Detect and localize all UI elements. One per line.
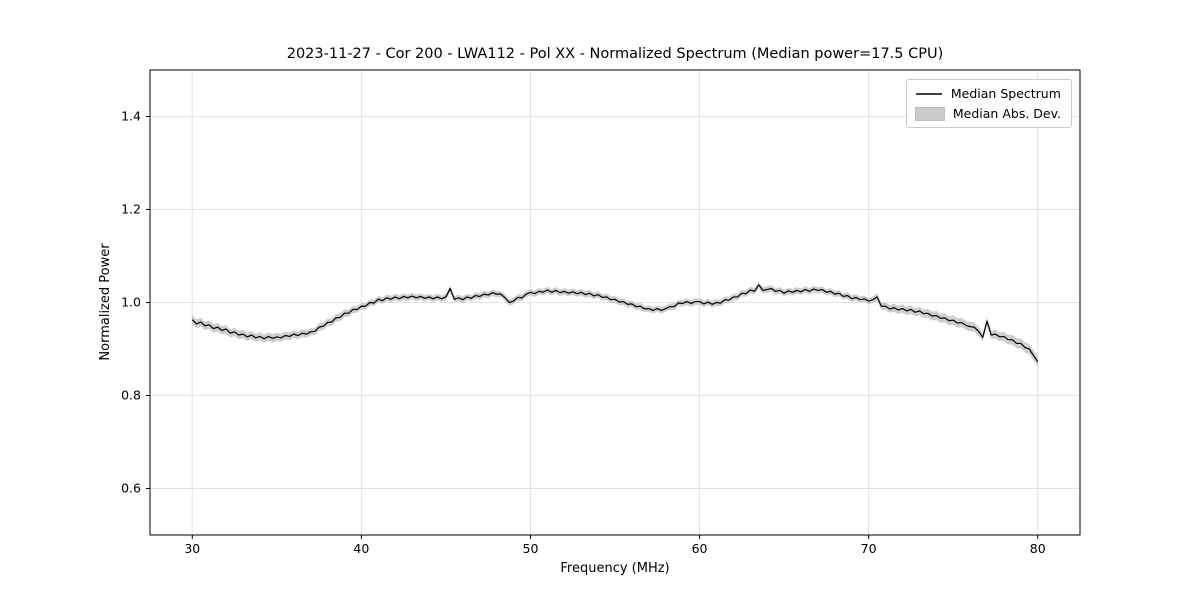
x-tick-label: 40 [353,541,369,556]
y-tick-label: 0.6 [121,481,141,496]
x-tick-label: 60 [692,541,708,556]
median-spectrum-line-swatch [915,92,942,95]
x-tick-label: 30 [184,541,200,556]
median-abs-dev-patch-swatch [914,106,945,121]
y-tick-label: 1.4 [121,109,141,124]
legend-label-median-spectrum: Median Spectrum [950,86,1061,101]
y-tick-label: 0.8 [121,388,141,403]
y-tick-label: 1.2 [121,202,141,217]
x-tick-label: 70 [861,541,877,556]
y-tick-label: 1.0 [121,295,141,310]
legend: Median Spectrum Median Abs. Dev. [905,79,1072,128]
median-spectrum-line [191,284,1039,362]
legend-item-median-abs-dev: Median Abs. Dev. [914,106,1061,121]
chart-title: 2023-11-27 - Cor 200 - LWA112 - Pol XX -… [286,46,944,62]
mad-band [192,281,1038,367]
legend-item-median-spectrum: Median Spectrum [915,86,1061,101]
legend-label-median-abs-dev: Median Abs. Dev. [952,106,1061,121]
x-axis-label: Frequency (MHz) [560,561,670,576]
x-tick-label: 50 [523,541,539,556]
x-tick-label: 80 [1030,541,1046,556]
